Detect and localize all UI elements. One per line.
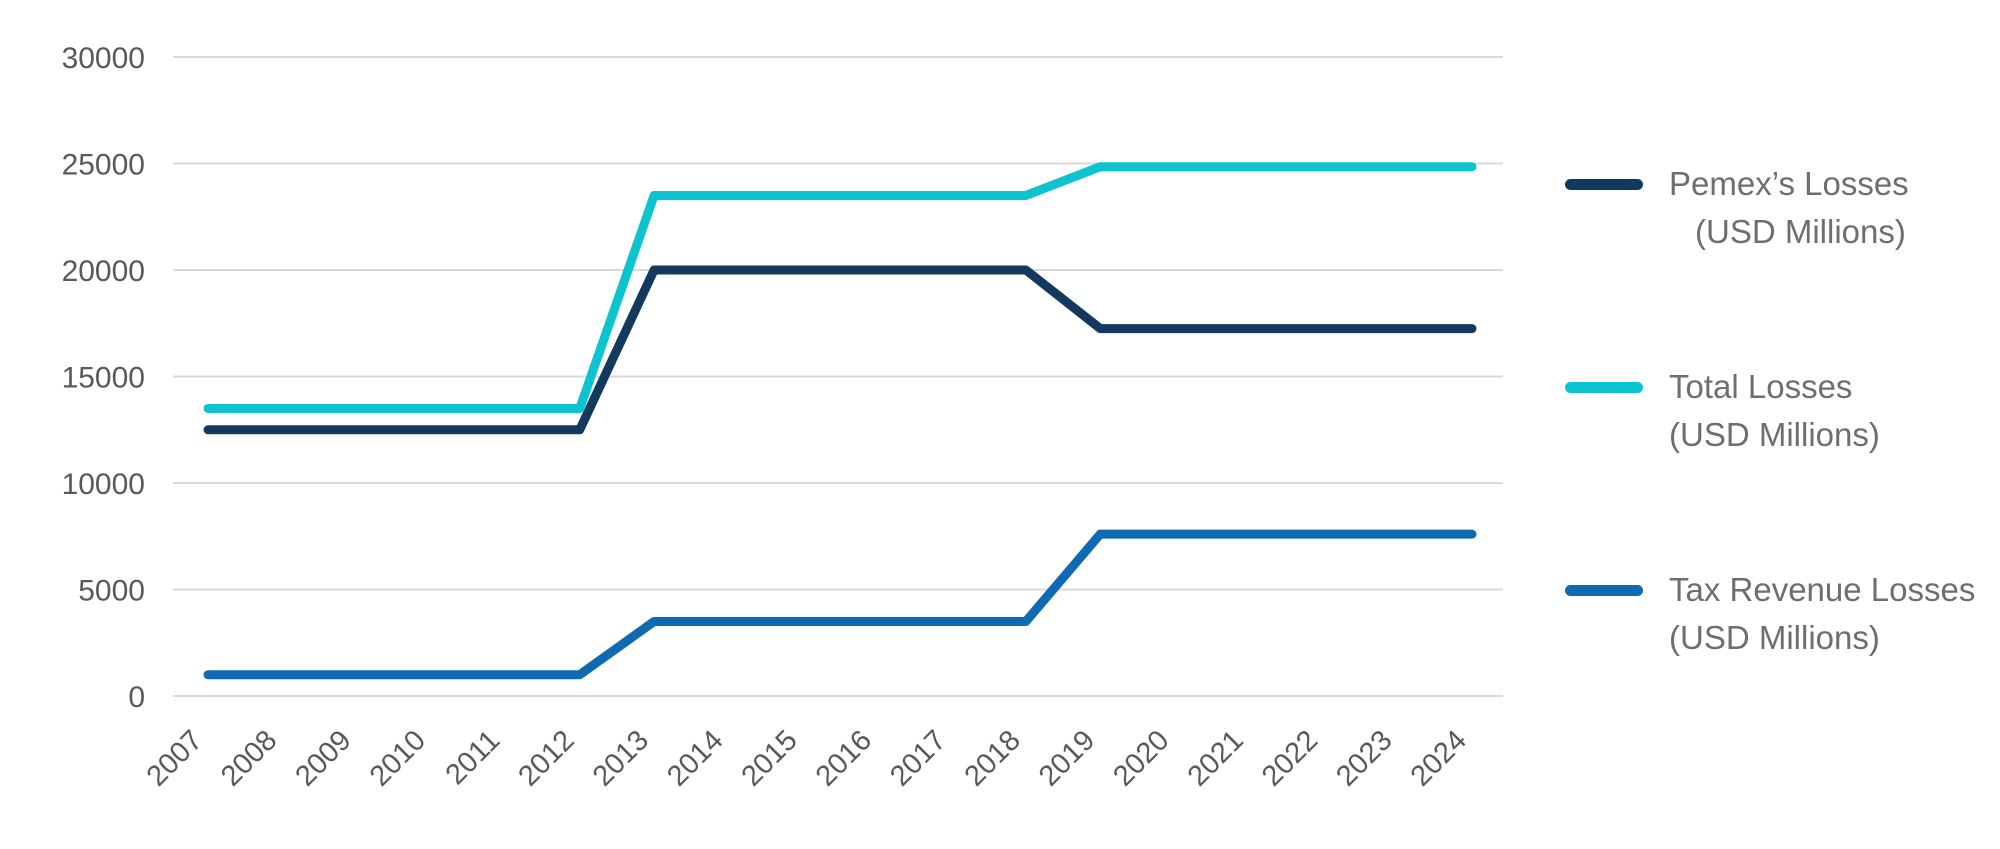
y-tick-label: 10000	[62, 468, 145, 501]
y-tick-label: 15000	[62, 362, 145, 395]
legend-label-line: (USD Millions)	[1669, 416, 1880, 453]
legend-label: Total Losses (USD Millions)	[1669, 363, 1880, 459]
legend-label-line: Total Losses	[1669, 368, 1853, 405]
legend-marker-total-losses-usd-millions	[1565, 382, 1643, 393]
y-tick-label: 20000	[62, 255, 145, 288]
legend-label-line: (USD Millions)	[1669, 619, 1880, 656]
legend-label-line: Pemex’s Losses	[1669, 165, 1909, 202]
x-tick-label: 2024	[1405, 724, 1473, 792]
series-line-tax-revenue-losses-usd-millions	[203, 529, 1477, 680]
series-line-pemex-s-losses-usd-millions	[203, 265, 1477, 435]
x-tick-label: 2014	[661, 724, 729, 792]
x-tick-label: 2012	[512, 724, 580, 792]
x-tick-label: 2013	[587, 724, 655, 792]
legend-marker-pemex-s-losses-usd-millions	[1565, 179, 1643, 190]
x-tick-label: 2007	[141, 724, 209, 792]
y-tick-label: 25000	[62, 149, 145, 182]
legend-item-total-losses-usd-millions: Total Losses (USD Millions)	[1565, 363, 1975, 459]
legend-item-pemex-s-losses-usd-millions: Pemex’s Losses (USD Millions)	[1565, 160, 1975, 256]
series-line-total-losses-usd-millions	[203, 162, 1477, 413]
legend-marker-tax-revenue-losses-usd-millions	[1565, 585, 1643, 596]
legend: Pemex’s Losses (USD Millions) Total Losses…	[1565, 160, 1975, 769]
x-tick-label: 2011	[440, 724, 507, 791]
y-tick-label: 30000	[62, 42, 145, 75]
legend-label-line: (USD Millions)	[1695, 213, 1906, 250]
x-tick-label: 2010	[364, 724, 432, 792]
x-tick-label: 2019	[1033, 724, 1101, 792]
x-tick-label: 2020	[1107, 724, 1175, 792]
x-tick-label: 2016	[810, 724, 878, 792]
x-tick-label: 2017	[884, 724, 952, 792]
y-tick-label: 5000	[78, 575, 145, 608]
legend-label-line: Tax Revenue Losses	[1669, 571, 1976, 608]
legend-label: Tax Revenue Losses (USD Millions)	[1669, 566, 1975, 662]
x-tick-label: 2008	[215, 724, 283, 792]
legend-label: Pemex’s Losses (USD Millions)	[1669, 160, 1909, 256]
x-tick-label: 2018	[959, 724, 1027, 792]
x-tick-label: 2023	[1330, 724, 1398, 792]
y-tick-label: 0	[128, 681, 145, 714]
x-tick-label: 2021	[1182, 724, 1250, 792]
x-tick-label: 2015	[736, 724, 804, 792]
legend-item-tax-revenue-losses-usd-millions: Tax Revenue Losses (USD Millions)	[1565, 566, 1975, 662]
x-tick-label: 2009	[289, 724, 357, 792]
x-tick-label: 2022	[1256, 724, 1324, 792]
gridlines	[173, 56, 1503, 697]
